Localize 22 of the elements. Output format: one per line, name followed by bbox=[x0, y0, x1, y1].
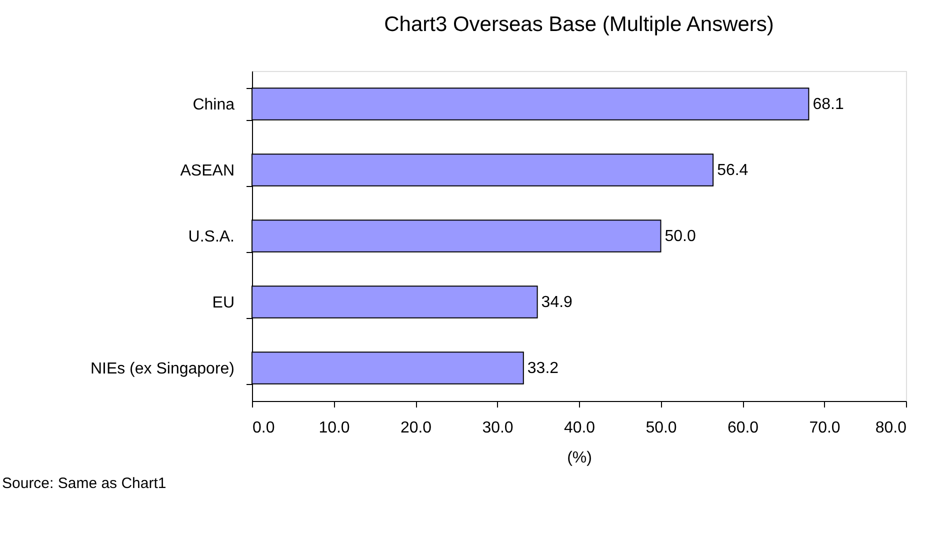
x-tick-label: 10.0 bbox=[318, 420, 350, 436]
x-tick-label: 70.0 bbox=[809, 420, 840, 436]
x-tick-label: 30.0 bbox=[482, 420, 514, 436]
x-tick-label: 20.0 bbox=[400, 420, 432, 436]
x-tick-label: 0.0 bbox=[252, 420, 275, 436]
source-note: Source: Same as Chart1 bbox=[2, 475, 166, 492]
y-tick-label: NIEs (ex Singapore) bbox=[90, 360, 234, 378]
x-tick-label: 60.0 bbox=[727, 420, 759, 436]
chart-title: Chart3 Overseas Base (Multiple Answers) bbox=[384, 13, 774, 36]
data-label: 34.9 bbox=[541, 294, 573, 311]
data-label: 50.0 bbox=[664, 228, 696, 245]
x-tick-label: 50.0 bbox=[646, 420, 677, 436]
y-tick-label: U.S.A. bbox=[188, 228, 234, 246]
data-label: 33.2 bbox=[527, 360, 559, 377]
y-tick-label: ASEAN bbox=[180, 162, 234, 180]
data-label: 68.1 bbox=[812, 96, 844, 113]
y-tick-label: EU bbox=[212, 294, 234, 312]
x-axis-title: (%) bbox=[567, 450, 592, 466]
data-label: 56.4 bbox=[717, 162, 748, 179]
y-tick-label: China bbox=[192, 96, 235, 114]
x-tick-label: 40.0 bbox=[564, 420, 596, 436]
x-tick-label: 80.0 bbox=[875, 420, 907, 436]
